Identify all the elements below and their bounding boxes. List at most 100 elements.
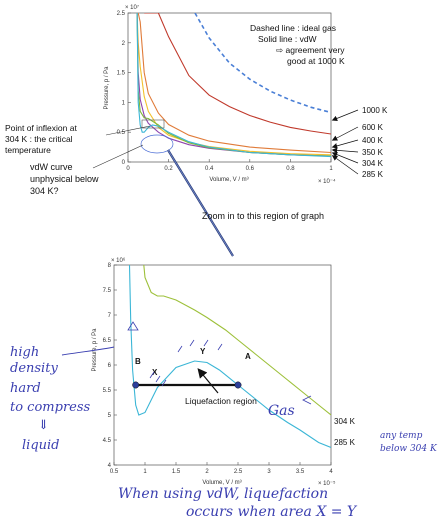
chart2-ytick-label: 7 (108, 313, 112, 319)
chart1-series-600-k (137, 13, 331, 154)
hand-note-bottom-line1: When using vdW, liquefaction (118, 486, 328, 502)
unphysical-pointer-line (92, 144, 144, 169)
overview-chart: 0 0.5 1 1.5 2 2.5 0 0.2 0.4 0.6 0.8 1 × 10⁷ × 10⁻⁴… (5, 4, 388, 196)
liquefaction-arrow (197, 368, 219, 394)
hand-note-hard: hard (10, 381, 41, 396)
chart2-y-axis-label: Pressure, p / Pa (92, 328, 98, 372)
chart2-x-multiplier: × 10⁻⁵ (318, 480, 336, 487)
chart2-ytick-label: 7.5 (103, 288, 112, 294)
chart1-ytick-label: 0.5 (117, 130, 126, 136)
annotation-dashed-line: Dashed line : ideal gas (250, 23, 336, 33)
chart2-xtick-label: 2 (205, 469, 209, 475)
annotation-unphysical-line3: 304 K? (30, 186, 59, 196)
chart2-xtick-label: 1 (143, 469, 147, 475)
temp-label-arrow-400-k (331, 139, 359, 149)
chart1-ytick-label: 0 (122, 160, 126, 166)
point-label-b: B (135, 357, 141, 366)
chart1-series-285-k (136, 13, 331, 158)
annotation-inflexion-line1: Point of inflexion at (5, 123, 77, 133)
chart2-ytick-label: 6 (108, 363, 112, 369)
chart1-xtick-label: 0.6 (246, 166, 255, 172)
hand-note-gas: Gas (268, 403, 295, 419)
hand-note-bottom-line2: occurs when area X = Y (186, 504, 358, 520)
chart1-ytick-label: 2.5 (117, 11, 126, 17)
chart2-x-axis-label: Volume, V / m³ (202, 480, 241, 486)
chart1-xtick-label: 0.4 (205, 166, 214, 172)
annotation-unphysical-line2: unphysical below (30, 174, 99, 184)
annotation-good-at-1000k: good at 1000 K (287, 56, 345, 66)
chart1-plot-area (127, 12, 332, 163)
hand-note-to-compress: to compress (10, 400, 91, 415)
annotation-inflexion-line2: 304 K : the critical (5, 134, 73, 144)
chart1-xtick-label: 1 (329, 166, 333, 172)
hand-note-down-arrow: ⇓ (38, 418, 49, 433)
chart2-series-304-k (143, 265, 331, 416)
chart2-ytick-label: 4 (108, 463, 112, 469)
chart2-y-multiplier: × 10⁶ (111, 257, 126, 264)
annotation-solid-line: Solid line : vdW (258, 34, 317, 44)
chart2-xtick-label: 4 (329, 469, 333, 475)
point-b-marker (132, 381, 140, 389)
area-label-y: Y (200, 347, 206, 356)
temp-label-285-k: 285 K (362, 170, 384, 179)
hand-note-any-temp: any temp (380, 431, 423, 441)
inflexion-pointer-line (105, 125, 151, 136)
hand-note-below-304k: below 304 K (380, 444, 438, 454)
temp-label-arrow-600-k (331, 126, 359, 141)
chart2-ytick-label: 5.5 (103, 388, 112, 394)
chart2-plot-area (113, 264, 332, 466)
temp-label-arrow-1000-k (331, 109, 359, 122)
zoomed-chart: 4 4.5 5 5.5 6 6.5 7 7.5 8 0.5 1 1.5 2 2.5 3 3.5 4 × 10⁶… (92, 257, 356, 487)
handwritten-notes: high density hard to compress ⇓ liquid G… (10, 345, 438, 520)
chart2-xtick-label: 3 (267, 469, 271, 475)
unphysical-annotation: vdW curve unphysical below 304 K? (30, 134, 174, 196)
annotation-inflexion-line3: temperature (5, 145, 51, 155)
zoom-pointer: Zoom in to this region of graph (167, 149, 324, 257)
chart1-ytick-label: 1 (122, 100, 126, 106)
hand-note-high: high (10, 345, 39, 360)
annotation-unphysical-line1: vdW curve (30, 162, 73, 172)
point-a-marker (234, 381, 242, 389)
chart2-ytick-label: 6.5 (103, 338, 112, 344)
chart2-xtick-label: 1.5 (172, 469, 181, 475)
chart1-x-multiplier: × 10⁻⁴ (318, 178, 336, 185)
hand-note-density: density (10, 361, 58, 376)
chart2-xtick-label: 2.5 (234, 469, 243, 475)
temp-label-1000-k: 1000 K (362, 106, 388, 115)
chart1-series-1000-k-ideal-gas (194, 13, 331, 114)
hand-pointer-line (61, 346, 115, 356)
curve-label-304k: 304 K (334, 417, 356, 426)
temp-label-arrow-304-k (331, 151, 359, 164)
chart2-ytick-label: 5 (108, 413, 112, 419)
temp-label-arrow-285-k (331, 155, 359, 175)
chart1-series-400-k (136, 13, 331, 156)
chart2-xtick-label: 3.5 (296, 469, 305, 475)
temp-label-arrow-350-k (331, 147, 359, 154)
annotation-zoom: Zoom in to this region of graph (202, 211, 324, 221)
chart1-series-1000-k (144, 13, 331, 135)
chart2-ytick-label: 4.5 (103, 438, 112, 444)
chart1-ytick-label: 1.5 (117, 71, 126, 77)
chart1-y-axis-label: Pressure, p / Pa (104, 66, 110, 110)
chart2-ytick-label: 8 (108, 263, 112, 269)
annotation-liquefaction: Liquefaction region (185, 396, 257, 406)
temp-label-350-k: 350 K (362, 148, 384, 157)
unphysical-region-ellipse (140, 134, 174, 154)
chart1-ytick-label: 2 (122, 41, 126, 47)
chart2-xtick-label: 0.5 (110, 469, 119, 475)
temp-label-400-k: 400 K (362, 136, 384, 145)
chart2-series-285-k (128, 265, 331, 449)
chart1-xtick-label: 0.2 (164, 166, 173, 172)
inflexion-marker-box (141, 119, 165, 129)
curve-label-285k: 285 K (334, 438, 356, 447)
chart1-x-axis-label: Volume, V / m³ (209, 177, 248, 183)
annotation-agreement: ⇨ agreement very (276, 45, 345, 55)
chart1-xtick-label: 0.8 (286, 166, 295, 172)
temp-label-304-k: 304 K (362, 159, 384, 168)
hand-note-liquid: liquid (22, 438, 60, 453)
area-label-x: X (152, 368, 158, 377)
temp-label-600-k: 600 K (362, 123, 384, 132)
chart1-xtick-label: 0 (126, 166, 130, 172)
chart1-y-multiplier: × 10⁷ (125, 4, 139, 11)
